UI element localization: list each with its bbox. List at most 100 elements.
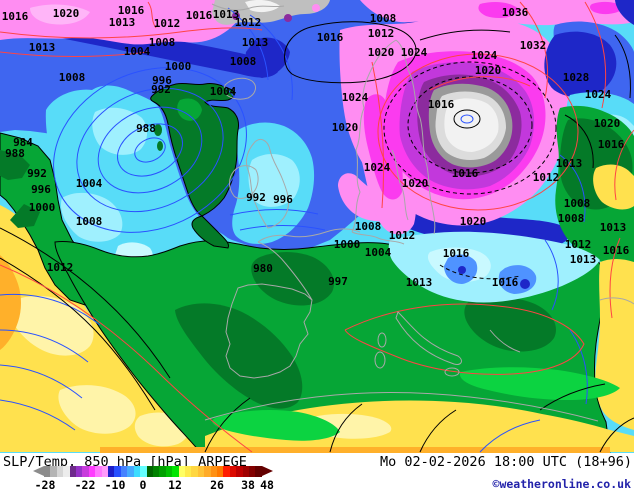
colorbar-tick-label: 48 — [260, 478, 274, 490]
colorbar-tick-label: -28 — [34, 478, 56, 490]
pressure-label: 1012 — [47, 261, 74, 274]
colorbar-segment — [146, 466, 153, 477]
colorbar-segment — [152, 466, 160, 477]
colorbar-segment — [56, 466, 64, 477]
valid-datetime: Mo 02-02-2026 18:00 UTC (18+96) — [380, 454, 632, 470]
colorbar-segment — [204, 466, 211, 477]
pressure-label: 1013 — [570, 253, 597, 266]
pressure-label: 1000 — [334, 238, 361, 251]
pressure-label: 1008 — [564, 197, 591, 210]
pressure-label: 1012 — [533, 171, 560, 184]
colorbar-segment — [50, 466, 57, 477]
colorbar-tick-label: -10 — [104, 478, 126, 490]
pressure-label: 1004 — [210, 85, 237, 98]
pressure-label: 1016 — [317, 31, 344, 44]
colorbar-segment — [191, 466, 198, 477]
pressure-label: 1024 — [585, 88, 612, 101]
colorbar-segment — [197, 466, 205, 477]
colorbar-tick-label: 12 — [168, 478, 182, 490]
pressure-label: 1004 — [124, 45, 151, 58]
colorbar-segment — [184, 466, 192, 477]
pressure-label: 1012 — [368, 27, 395, 40]
colorbar-segment — [69, 466, 77, 477]
pressure-label: 1013 — [213, 8, 240, 21]
colorbar-segment — [120, 466, 128, 477]
pressure-label: 980 — [253, 262, 273, 275]
pressure-label: 1004 — [76, 177, 103, 190]
pressure-label: 988 — [136, 122, 156, 135]
pressure-label: 1004 — [365, 246, 392, 259]
copyright-link[interactable]: ©weatheronline.co.uk — [492, 477, 631, 490]
pressure-label: 1020 — [475, 64, 502, 77]
pressure-label: 1016 — [428, 98, 455, 111]
colorbar-segment — [178, 466, 185, 477]
coastline-layer — [204, 3, 634, 422]
colorbar-segment — [101, 466, 109, 477]
colorbar-segment — [216, 466, 224, 477]
colorbar-segment — [172, 466, 179, 477]
colorbar-segment — [127, 466, 134, 477]
pressure-label: 996 — [273, 193, 293, 206]
pressure-label: 1016 — [598, 138, 625, 151]
colorbar-segment — [223, 466, 230, 477]
colorbar-segment — [63, 466, 70, 477]
temp-fill-layer — [0, 0, 634, 453]
pressure-label: 1020 — [332, 121, 359, 134]
colorbar-segment — [255, 466, 262, 477]
pressure-label: 997 — [328, 275, 348, 288]
weather-map: 1016 1020 1016 1013 1012 1016 1013 1012 1013 1013… — [0, 0, 634, 453]
pressure-label: 1008 — [149, 36, 176, 49]
colorbar-segment — [95, 466, 102, 477]
pressure-label: 1013 — [556, 157, 583, 170]
colorbar-tick-label: 38 — [241, 478, 255, 490]
pressure-label: 1012 — [389, 229, 416, 242]
colorbar-segment — [140, 466, 147, 477]
colorbar-segment — [82, 466, 89, 477]
pressure-label: 992 — [246, 191, 266, 204]
colorbar-segment — [114, 466, 121, 477]
pressure-label: 1020 — [460, 215, 487, 228]
colorbar-segment — [249, 466, 256, 477]
pressure-label: 1016 — [118, 4, 145, 17]
pressure-label: 1016 — [452, 167, 479, 180]
colorbar-segment — [159, 466, 166, 477]
colorbar-right-arrow — [262, 466, 273, 476]
colorbar-left-arrow — [33, 466, 44, 476]
pressure-label: 1036 — [502, 6, 529, 19]
pressure-label: 1020 — [594, 117, 621, 130]
pressure-label: 1008 — [76, 215, 103, 228]
pressure-label: 1024 — [471, 49, 498, 62]
temperature-colorbar — [44, 466, 262, 477]
pressure-label: 992 — [27, 167, 47, 180]
pressure-label: 1000 — [165, 60, 192, 73]
colorbar-ticks: -28 -22 -10 0 12 26 38 48 — [0, 478, 300, 490]
pressure-label: 1028 — [563, 71, 590, 84]
pressure-label: 1032 — [520, 39, 547, 52]
colorbar-tick-label: 0 — [139, 478, 147, 490]
pressure-label: 1008 — [558, 212, 585, 225]
isobar-layer — [0, 1, 634, 453]
pressure-label: 1016 — [603, 244, 630, 257]
colorbar-segment — [236, 466, 243, 477]
pressure-label: 1013 — [600, 221, 627, 234]
colorbar-segment — [229, 466, 237, 477]
pressure-label: 1013 — [406, 276, 433, 289]
pressure-label: 992 — [151, 83, 171, 96]
colorbar-segment — [76, 466, 83, 477]
colorbar-segment — [133, 466, 141, 477]
colorbar-tick-label: 26 — [210, 478, 224, 490]
pressure-label: 984 — [13, 136, 33, 149]
colorbar-segment — [165, 466, 173, 477]
colorbar-segment — [88, 466, 96, 477]
legend-bar: SLP/Temp. 850 hPa [hPa] ARPEGE Mo 02-02-… — [0, 453, 634, 490]
pressure-label: 1008 — [59, 71, 86, 84]
pressure-label: 1020 — [368, 46, 395, 59]
colorbar-segment — [242, 466, 249, 477]
pressure-label: 1016 — [443, 247, 470, 260]
pressure-label: 988 — [5, 147, 25, 160]
pressure-label: 1013 — [109, 16, 136, 29]
pressure-label: 1008 — [230, 55, 257, 68]
